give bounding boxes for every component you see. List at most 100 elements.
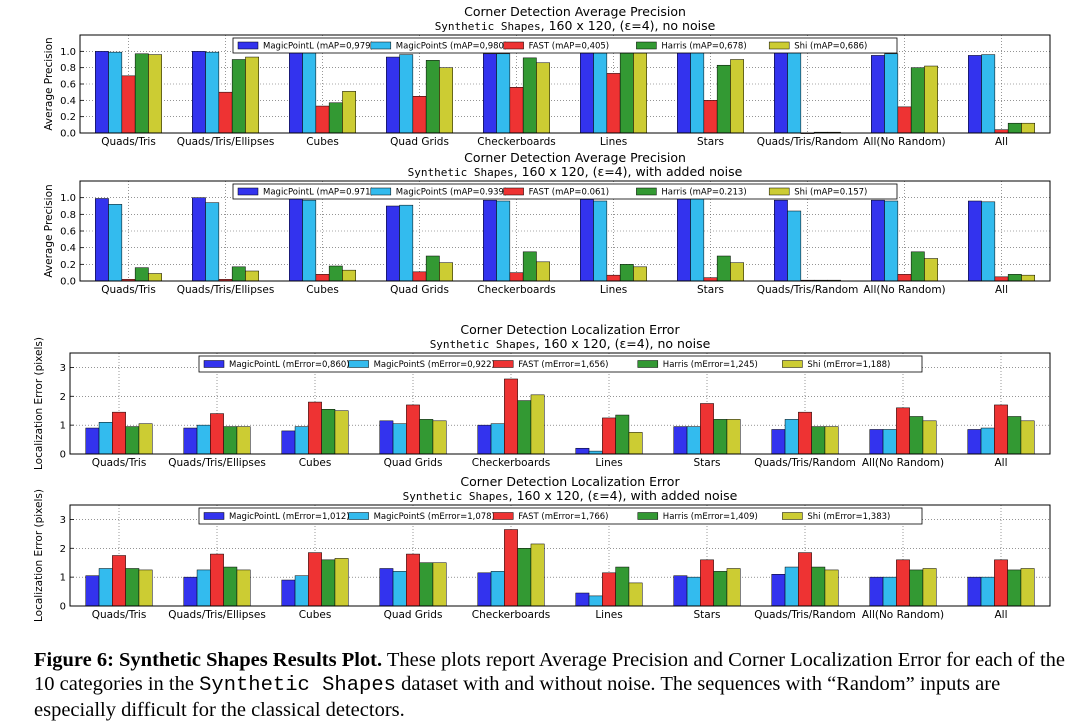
plot-frame	[69, 352, 1051, 455]
bar	[419, 419, 434, 455]
y-tick-label: 1.0	[60, 193, 76, 204]
x-tick-label: Stars	[697, 284, 724, 296]
caption-text-2: dataset with and without noise. The sequ…	[34, 673, 1001, 721]
chart-subtitle-settings: , 160 x 120, (ε=4), with added noise	[514, 164, 743, 179]
bar	[196, 424, 211, 455]
bar	[968, 55, 982, 134]
x-tick-label: Quads/Tris	[101, 284, 156, 296]
bar	[690, 51, 705, 134]
bar	[588, 595, 603, 607]
bar	[281, 579, 296, 607]
bar	[606, 73, 621, 134]
bar	[871, 55, 885, 134]
legend-swatch	[503, 187, 524, 196]
bar	[593, 52, 608, 134]
bar	[530, 543, 545, 607]
bar	[412, 271, 427, 282]
bar	[125, 426, 140, 455]
bar	[981, 54, 996, 134]
legend-swatch	[503, 41, 524, 50]
legend-swatch	[203, 512, 225, 520]
bar	[98, 568, 113, 607]
bar	[294, 575, 309, 607]
bar	[386, 205, 400, 282]
legend-swatch	[782, 512, 803, 520]
chart-title: Corner Detection Average Precision	[464, 4, 686, 19]
bar	[302, 51, 317, 134]
bar	[192, 51, 206, 134]
legend-label: MagicPointL (mAP=0,979)	[263, 42, 374, 52]
chart-subtitle-settings: , 160 x 120, (ε=4), with added noise	[509, 488, 738, 503]
y-axis-label: Average Precision	[43, 184, 55, 277]
bar	[223, 566, 238, 607]
bar	[909, 416, 924, 455]
legend-label: MagicPointS (mError=0,922)	[374, 360, 495, 370]
bar	[522, 57, 537, 134]
bar	[994, 276, 1009, 282]
bar	[236, 426, 251, 455]
bar	[593, 200, 608, 282]
y-axis-label: Localization Error (pixels)	[33, 337, 45, 470]
y-tick-label: 0.8	[60, 63, 76, 74]
bar	[517, 400, 532, 455]
bar	[392, 423, 407, 455]
bar	[334, 558, 349, 607]
bar	[504, 529, 518, 607]
legend-swatch	[348, 512, 369, 520]
bar	[897, 274, 912, 282]
chart-subtitle: Synthetic Shapes, 160 x 120, (ε=4), no n…	[430, 336, 711, 351]
legend-label: FAST (mAP=0.061)	[529, 188, 610, 198]
bar	[439, 262, 454, 282]
bar	[245, 270, 259, 282]
bar	[210, 413, 224, 455]
y-tick-label: 0.6	[60, 80, 76, 91]
bar	[425, 60, 440, 134]
x-tick-label: Cubes	[299, 457, 332, 469]
bar	[496, 200, 511, 282]
bar	[633, 52, 648, 134]
x-tick-label: Stars	[693, 457, 720, 469]
bar	[192, 197, 206, 282]
bar	[910, 251, 925, 282]
legend-swatch	[237, 187, 259, 196]
plot-frame	[69, 504, 1051, 607]
bar	[419, 562, 434, 607]
bar	[869, 429, 884, 455]
bar	[619, 264, 634, 282]
bar	[824, 426, 839, 455]
legend-label: Shi (mError=1,188)	[807, 360, 890, 370]
chart-title: Corner Detection Average Precision	[464, 150, 686, 165]
bar	[1020, 420, 1035, 455]
bar	[882, 576, 897, 607]
bar	[148, 54, 162, 134]
bar	[530, 394, 545, 455]
bar	[602, 417, 616, 455]
x-tick-label: All	[995, 284, 1008, 296]
bar	[1007, 569, 1022, 607]
bar	[509, 87, 524, 134]
bar	[619, 52, 634, 134]
legend-swatch	[492, 360, 514, 368]
bar	[536, 62, 551, 134]
legend-label: Shi (mAP=0.157)	[794, 188, 867, 198]
bar	[399, 204, 414, 282]
bar	[811, 566, 826, 607]
bar	[328, 265, 343, 282]
bar	[98, 422, 113, 455]
y-tick-label: 3	[60, 515, 66, 526]
chart-panel-4: Corner Detection Localization ErrorSynth…	[33, 474, 1051, 622]
bar	[406, 404, 420, 455]
x-tick-label: All	[995, 136, 1008, 148]
bar	[108, 204, 123, 282]
bar	[95, 198, 109, 282]
bar	[108, 51, 123, 134]
legend-swatch	[782, 360, 803, 368]
bar	[231, 266, 246, 282]
x-tick-label: Quads/Tris/Random	[757, 284, 859, 296]
x-tick-label: Checkerboards	[477, 284, 556, 296]
y-tick-label: 2	[60, 392, 66, 403]
bar	[686, 426, 701, 455]
bar	[575, 447, 590, 455]
bar	[1020, 568, 1035, 607]
y-tick-label: 0.0	[60, 129, 76, 140]
